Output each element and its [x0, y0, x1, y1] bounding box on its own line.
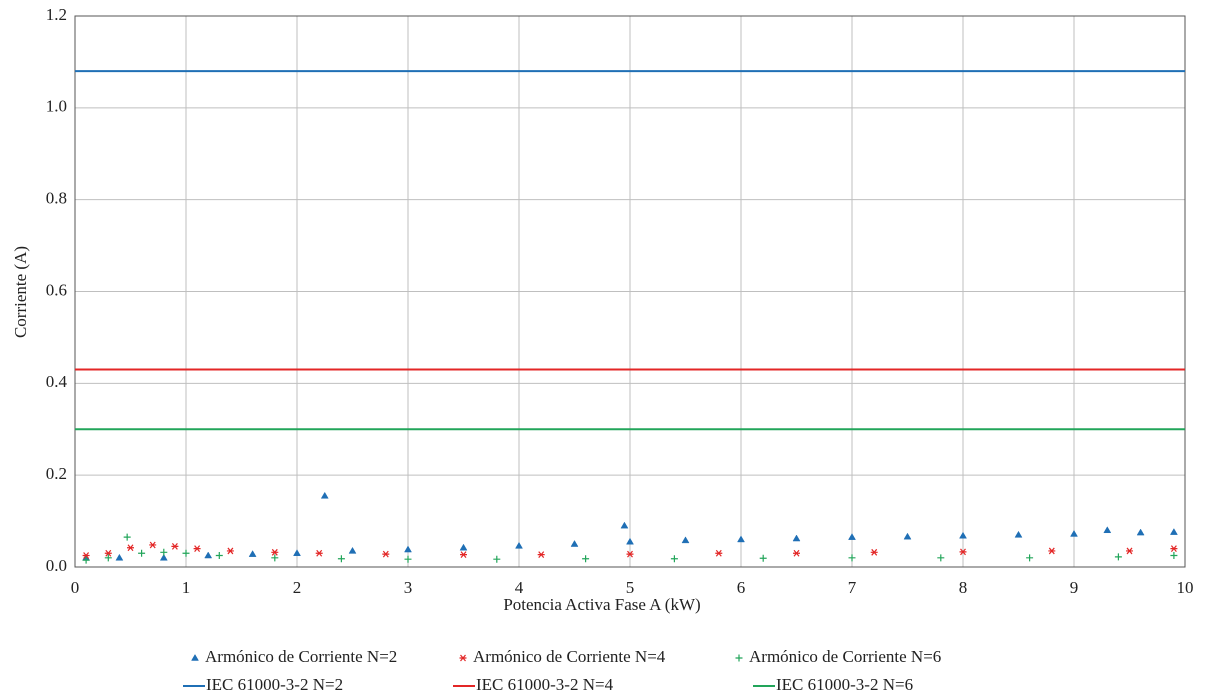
data-point: [1170, 545, 1178, 553]
x-tick-label: 10: [1177, 578, 1194, 597]
data-point: [1126, 547, 1133, 555]
data-point: [620, 521, 629, 529]
x-tick-label: 6: [737, 578, 746, 597]
data-point: [515, 541, 523, 549]
y-tick-label: 1.2: [46, 5, 67, 24]
data-point: [903, 532, 912, 540]
data-point: [138, 549, 146, 557]
x-tick-label: 2: [293, 578, 302, 597]
data-point: [115, 553, 124, 561]
data-point: [1136, 528, 1145, 536]
data-point: [792, 534, 801, 542]
data-point: [348, 546, 357, 554]
data-point: [204, 551, 213, 559]
data-point: [159, 553, 168, 561]
data-point: [315, 549, 323, 557]
data-point: [460, 551, 467, 558]
data-point: [570, 540, 579, 547]
data-point: [104, 549, 112, 557]
y-tick-label: 0.8: [46, 189, 67, 208]
data-point: [582, 555, 590, 563]
data-point: [1169, 528, 1178, 535]
data-point: [937, 554, 945, 562]
data-point: [248, 550, 257, 557]
legend-label: Armónico de Corriente N=4: [473, 647, 666, 666]
data-point: [1048, 547, 1056, 555]
data-point: [1026, 554, 1034, 562]
data-point: [404, 555, 412, 563]
x-tick-label: 3: [404, 578, 413, 597]
data-point: [1170, 552, 1178, 560]
legend-label: IEC 61000-3-2 N=6: [776, 675, 913, 694]
data-point: [1103, 526, 1112, 534]
data-point: [82, 556, 90, 564]
data-point: [127, 544, 134, 552]
x-tick-label: 0: [71, 578, 80, 597]
legend-swatch: [735, 654, 743, 662]
y-tick-label: 0.0: [46, 556, 67, 575]
legend-label: Armónico de Corriente N=6: [749, 647, 941, 666]
data-point: [160, 548, 168, 556]
data-point: [848, 533, 856, 540]
data-point: [737, 535, 745, 543]
data-point: [1014, 530, 1023, 538]
data-point: [82, 552, 90, 559]
data-point: [104, 554, 112, 562]
data-point: [171, 542, 179, 550]
x-tick-label: 8: [959, 578, 968, 597]
data-point: [715, 549, 723, 557]
data-point: [626, 550, 634, 558]
y-tick-label: 0.2: [46, 464, 67, 483]
data-point: [681, 536, 690, 544]
data-point: [459, 543, 468, 551]
data-point: [215, 552, 223, 560]
data-point: [793, 549, 800, 557]
plot-frame: [74, 15, 1186, 568]
data-point: [271, 554, 279, 562]
y-tick-label: 0.6: [46, 280, 67, 299]
x-tick-label: 9: [1070, 578, 1079, 597]
data-point: [959, 531, 967, 539]
data-point: [670, 555, 678, 563]
data-point: [1114, 553, 1122, 561]
data-point: [537, 551, 545, 558]
y-tick-label: 1.0: [46, 97, 67, 116]
x-tick-label: 5: [626, 578, 635, 597]
y-axis-label: Corriente (A): [11, 246, 30, 338]
y-tick-label: 0.4: [46, 372, 68, 391]
data-point: [182, 549, 190, 557]
data-point: [404, 545, 412, 553]
data-point: [226, 547, 234, 555]
data-point: [382, 550, 390, 558]
data-point: [626, 537, 634, 545]
legend-label: IEC 61000-3-2 N=2: [206, 675, 343, 694]
data-point: [149, 541, 157, 549]
x-axis-label: Potencia Activa Fase A (kW): [503, 595, 700, 614]
data-point: [1070, 529, 1078, 537]
x-tick-label: 1: [182, 578, 191, 597]
data-point: [320, 491, 329, 499]
data-point: [848, 554, 856, 562]
data-point: [123, 533, 131, 541]
legend-swatch: [459, 654, 467, 662]
legend-label: IEC 61000-3-2 N=4: [476, 675, 614, 694]
legend-swatch: [191, 654, 199, 661]
data-point: [759, 554, 767, 562]
data-point: [493, 555, 501, 563]
data-point: [870, 548, 878, 556]
legend-label: Armónico de Corriente N=2: [205, 647, 397, 666]
data-point: [959, 548, 967, 556]
data-point: [193, 545, 201, 553]
data-point: [337, 555, 345, 563]
data-point: [293, 549, 301, 556]
data-point: [271, 548, 279, 556]
x-tick-label: 7: [848, 578, 857, 597]
x-tick-label: 4: [515, 578, 524, 597]
